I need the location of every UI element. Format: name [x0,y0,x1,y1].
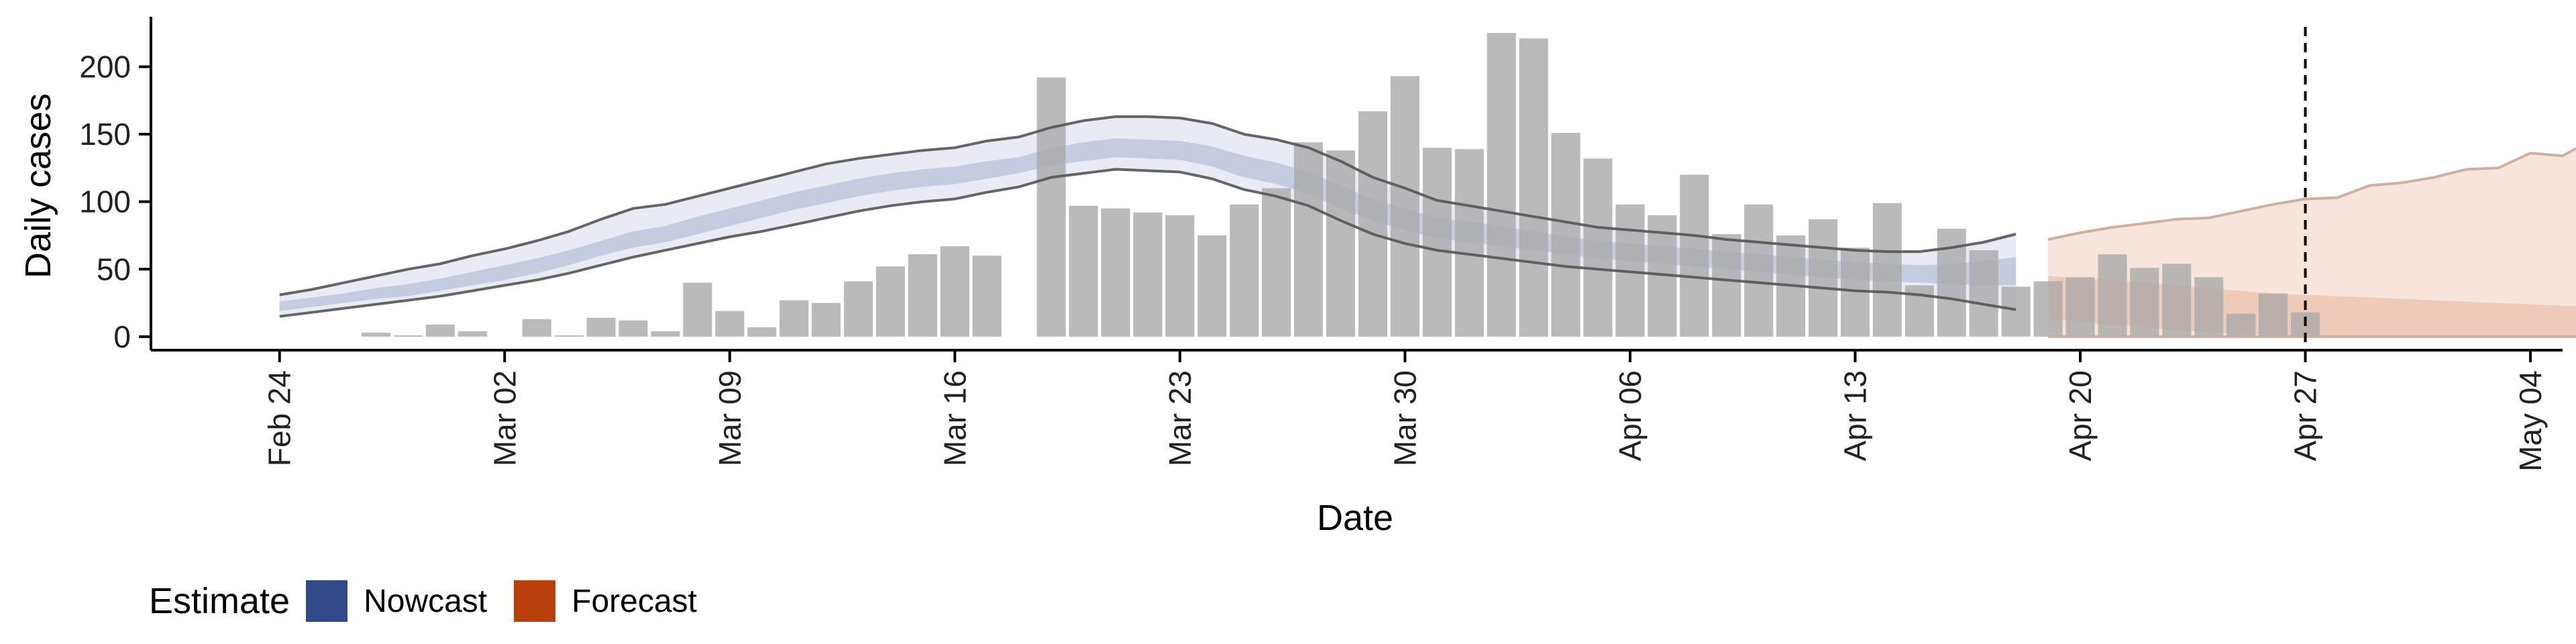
nowcast-upper-line [279,115,2017,297]
bar [362,332,391,337]
bar [1358,111,1387,337]
bar [1197,235,1227,337]
forecast-upper-line [2047,147,2576,241]
bar [425,324,455,337]
bar [2065,277,2095,337]
bar [1133,212,1163,337]
legend-label-forecast: Forecast [572,583,697,619]
bar [522,319,551,337]
legend-key-nowcast [306,580,348,622]
x-tick-label: Apr 20 [2063,370,2098,462]
bar [586,317,616,337]
bar [1262,188,1291,337]
bars [362,33,2320,337]
bar [1680,174,1709,337]
y-tick-label: 200 [79,49,131,84]
x-tick-label: Mar 02 [487,370,522,466]
bar [2033,281,2063,337]
x-tick-label: Apr 06 [1613,370,1648,462]
x-tick-label: Mar 09 [712,370,747,466]
bar [747,327,777,337]
bar [2226,313,2256,337]
bar [972,256,1002,337]
bar [1069,205,1098,337]
bar [1551,133,1580,337]
legend-key-forecast [514,580,556,622]
bar [1390,76,1419,337]
bar [1712,234,1741,337]
bar [875,266,905,337]
legend-title: Estimate [149,581,290,621]
bar [1809,219,1838,337]
bar [1744,204,1774,337]
axes: 0 50 100 150 200 Feb 24 Mar 02 Mar 09 Mar 16 Mar … [79,17,2563,472]
bar [2098,254,2127,337]
legend-label-nowcast: Nowcast [364,583,488,619]
x-tick-label: May 04 [2513,370,2548,472]
x-tick-label: Feb 24 [262,370,297,466]
bar [844,281,873,337]
bar [1101,208,1130,337]
bar [1969,250,1998,337]
bar [1583,158,1613,337]
y-tick-label: 50 [97,252,131,286]
bar [1487,33,1516,337]
y-tick-label: 100 [79,184,131,219]
bar [651,331,680,337]
x-tick-label: Mar 16 [937,370,972,466]
y-tick-label: 0 [113,319,131,354]
bar [812,303,841,337]
bar [1422,148,1452,337]
x-tick-label: Mar 30 [1387,370,1422,466]
bar [2162,264,2192,337]
bar [780,300,809,337]
legend: Estimate Nowcast Forecast [149,577,724,625]
bar [715,311,745,337]
chart: 0 50 100 150 200 Feb 24 Mar 02 Mar 09 Mar 16 Mar … [18,17,2576,538]
bar [2130,268,2159,337]
bar [908,254,937,337]
x-tick-label: Apr 27 [2288,370,2323,462]
bar [1036,77,1066,337]
bar [458,331,487,337]
x-tick-label: Apr 13 [1838,370,1873,462]
bar [1230,204,1259,337]
estimate-lines [279,115,2576,338]
bar [2259,293,2288,337]
legend-item-nowcast: Nowcast [306,580,514,622]
bar [1454,149,1484,337]
bar [2194,277,2224,337]
bar [940,246,969,337]
bar [1165,215,1195,337]
bar [554,335,584,337]
bar [1294,142,1324,337]
legend-item-forecast: Forecast [514,580,724,622]
bar [1872,203,1902,337]
bar [1519,38,1548,337]
bar [2001,286,2031,337]
bar [619,320,648,337]
bar [683,282,712,337]
bar [393,335,423,337]
y-axis-label: Daily cases [18,93,58,278]
x-axis-label: Date [1317,498,1393,538]
nowcast-lower-line [279,168,2017,318]
y-tick-label: 150 [79,117,131,152]
x-tick-label: Mar 23 [1163,370,1197,466]
bar [1326,150,1356,337]
